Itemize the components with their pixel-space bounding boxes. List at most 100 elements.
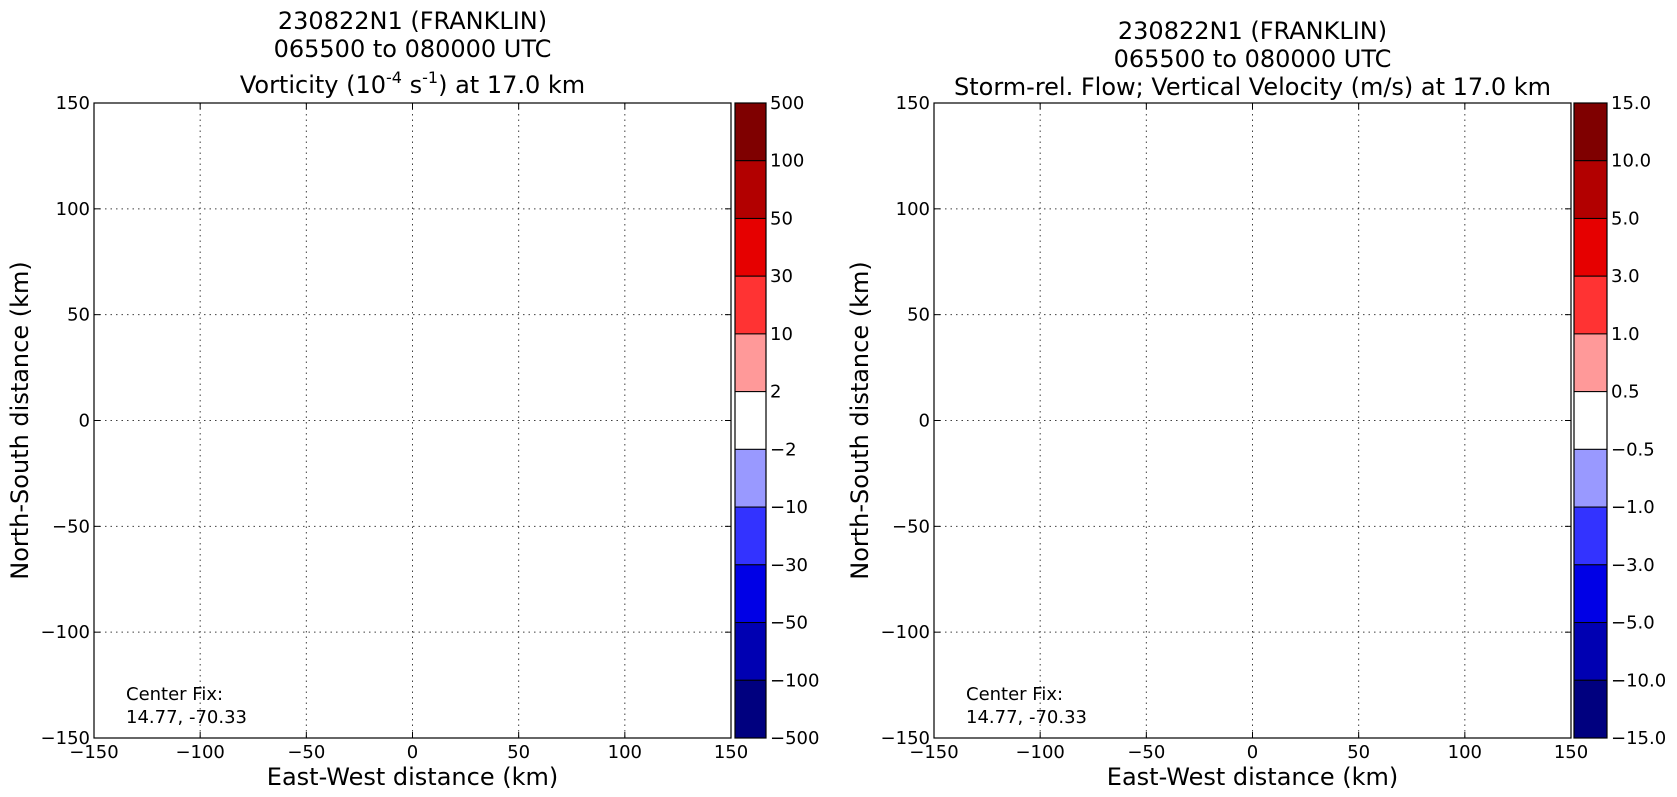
colorbar-segment (734, 391, 767, 450)
colorbar-label: −30 (770, 555, 808, 576)
colorbar-label: 10 (770, 324, 793, 345)
colorbar-label: 1.0 (1611, 324, 1640, 345)
colorbar-segment (734, 679, 767, 739)
colorbar-label: −0.5 (1611, 439, 1655, 460)
colorbar-label: −2 (770, 439, 797, 460)
y-tick-label: 100 (896, 199, 930, 220)
chart-subtitle: Storm-rel. Flow; Vertical Velocity (m/s)… (954, 73, 1551, 101)
x-tick-label: 50 (507, 742, 530, 763)
colorbar-label: 30 (770, 266, 793, 287)
y-axis-label: North-South distance (km) (846, 261, 874, 580)
colorbar-segment (1573, 160, 1608, 219)
colorbar-label: −1.0 (1611, 497, 1655, 518)
colorbar-label: 15.0 (1611, 93, 1651, 114)
colorbar-label: −100 (770, 670, 819, 691)
center-fix-annotation: Center Fix: (966, 684, 1063, 705)
y-tick-label: −150 (881, 728, 930, 749)
colorbar-label: 50 (770, 208, 793, 229)
colorbar-segment (1573, 679, 1608, 739)
y-tick-label: −50 (52, 516, 90, 537)
colorbar-segment (1573, 275, 1608, 335)
colorbar-segment (1573, 333, 1608, 393)
center-fix-annotation: 14.77, -70.33 (966, 707, 1087, 728)
plot-frame (933, 102, 1572, 739)
colorbar-frame (1573, 102, 1608, 739)
colorbar-frame (734, 102, 767, 739)
x-axis-label: East-West distance (km) (267, 763, 558, 791)
colorbar-segment (1573, 448, 1608, 508)
superscript: -4 (386, 68, 402, 87)
y-tick-label: 50 (67, 305, 90, 326)
y-tick-label: 0 (79, 411, 90, 432)
x-tick-label: 50 (1347, 742, 1370, 763)
colorbar-label: 100 (770, 151, 804, 172)
chart-panel-1: 230822N1 (FRANKLIN)065500 to 080000 UTC V… (6, 7, 819, 791)
x-tick-label: −150 (69, 742, 118, 763)
x-tick-label: 0 (407, 742, 418, 763)
colorbar-segment (734, 275, 767, 335)
y-tick-label: 150 (896, 93, 930, 114)
x-tick-label: 150 (1554, 742, 1588, 763)
colorbar-label: −50 (770, 613, 808, 634)
colorbar-label: 0.5 (1611, 382, 1640, 403)
colorbar-label: −5.0 (1611, 613, 1655, 634)
y-tick-label: 100 (56, 199, 90, 220)
x-tick-label: 0 (1247, 742, 1258, 763)
colorbar-segment (734, 333, 767, 393)
colorbar-label: 10.0 (1611, 151, 1651, 172)
x-tick-label: 100 (608, 742, 642, 763)
center-fix-annotation: 14.77, -70.33 (126, 707, 247, 728)
chart-title-line: 065500 to 080000 UTC (1114, 45, 1392, 73)
chart-title-line: 230822N1 (FRANKLIN) (278, 7, 547, 35)
colorbar-segment (1573, 564, 1608, 624)
y-tick-label: 50 (907, 305, 930, 326)
colorbar-label: −500 (770, 728, 819, 749)
colorbar-segment (734, 564, 767, 624)
colorbar-label: 3.0 (1611, 266, 1640, 287)
colorbar-label: −10.0 (1611, 670, 1666, 691)
x-tick-label: 150 (714, 742, 748, 763)
colorbar-segment (734, 160, 767, 219)
y-tick-label: −100 (41, 622, 90, 643)
chart-title-line: 230822N1 (FRANKLIN) (1118, 17, 1387, 45)
superscript: -1 (422, 68, 438, 87)
colorbar-segment (1573, 102, 1608, 162)
colorbar-segment (1573, 217, 1608, 277)
x-tick-label: −100 (175, 742, 224, 763)
colorbar-segment (734, 217, 767, 277)
colorbar-label: −3.0 (1611, 555, 1655, 576)
colorbar-segment (734, 102, 767, 162)
x-tick-label: −50 (1127, 742, 1165, 763)
subtitle-part: s (402, 71, 422, 99)
x-tick-label: −150 (909, 742, 958, 763)
colorbar-segment (734, 622, 767, 681)
colorbar-label: 2 (770, 382, 781, 403)
colorbar-label: 5.0 (1611, 208, 1640, 229)
colorbar-segment (734, 448, 767, 508)
x-axis-label: East-West distance (km) (1107, 763, 1398, 791)
colorbar-label: 500 (770, 93, 804, 114)
colorbar-segment (734, 506, 767, 566)
x-tick-label: −100 (1015, 742, 1064, 763)
center-fix-annotation: Center Fix: (126, 684, 223, 705)
y-tick-label: −100 (881, 622, 930, 643)
x-tick-label: −50 (287, 742, 325, 763)
colorbar-label: −10 (770, 497, 808, 518)
colorbar-segment (1573, 391, 1608, 450)
chart-subtitle: Vorticity (10-4 s-1) at 17.0 km (240, 68, 585, 99)
plot-frame (93, 102, 732, 739)
chart-title-line: 065500 to 080000 UTC (274, 35, 552, 63)
chart-panel-2: 230822N1 (FRANKLIN)065500 to 080000 UTCS… (846, 17, 1666, 791)
subtitle-part: Vorticity (10 (240, 71, 386, 99)
y-tick-label: −50 (892, 516, 930, 537)
colorbar-label: −15.0 (1611, 728, 1666, 749)
subtitle-part: ) at 17.0 km (438, 71, 585, 99)
x-tick-label: 100 (1448, 742, 1482, 763)
y-tick-label: 0 (919, 411, 930, 432)
y-tick-label: 150 (56, 93, 90, 114)
subtitle-part: Storm-rel. Flow; Vertical Velocity (m/s)… (954, 73, 1551, 101)
y-tick-label: −150 (41, 728, 90, 749)
colorbar-segment (1573, 622, 1608, 681)
colorbar-segment (1573, 506, 1608, 566)
